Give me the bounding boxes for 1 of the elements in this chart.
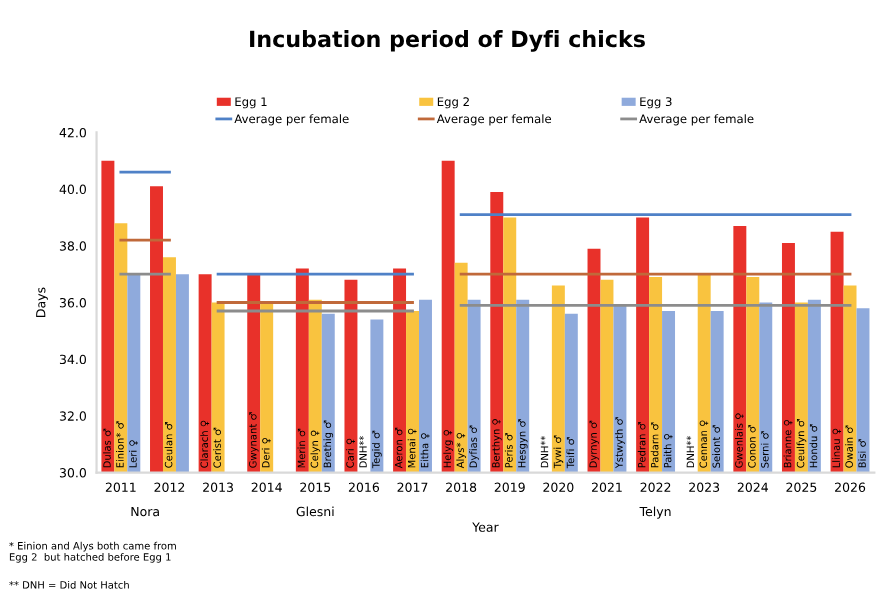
chart-title: Incubation period of Dyfi chicks	[250, 30, 645, 52]
